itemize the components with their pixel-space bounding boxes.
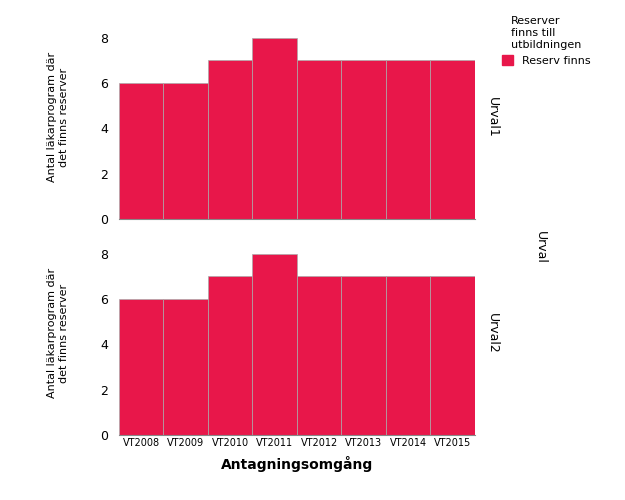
Text: Urval1: Urval1: [486, 96, 499, 138]
Bar: [431, 276, 475, 435]
X-axis label: Antagningsomgång: Antagningsomgång: [221, 456, 373, 472]
Bar: [163, 299, 208, 435]
Bar: [341, 276, 386, 435]
Bar: [431, 60, 475, 219]
Text: Urval2: Urval2: [486, 312, 499, 354]
Bar: [297, 60, 341, 219]
Bar: [386, 60, 431, 219]
Y-axis label: Antal läkarprogram där
det finns reserver: Antal läkarprogram där det finns reserve…: [48, 52, 69, 182]
Bar: [208, 60, 252, 219]
Text: Urval: Urval: [534, 231, 547, 264]
Bar: [341, 60, 386, 219]
Y-axis label: Antal läkarprogram där
det finns reserver: Antal läkarprogram där det finns reserve…: [48, 268, 69, 398]
Bar: [253, 38, 297, 219]
Bar: [253, 254, 297, 435]
Bar: [386, 276, 431, 435]
Bar: [163, 83, 208, 219]
Bar: [119, 83, 163, 219]
Legend: Reserv finns: Reserv finns: [502, 16, 591, 66]
Bar: [208, 276, 252, 435]
Bar: [297, 276, 341, 435]
Bar: [119, 299, 163, 435]
